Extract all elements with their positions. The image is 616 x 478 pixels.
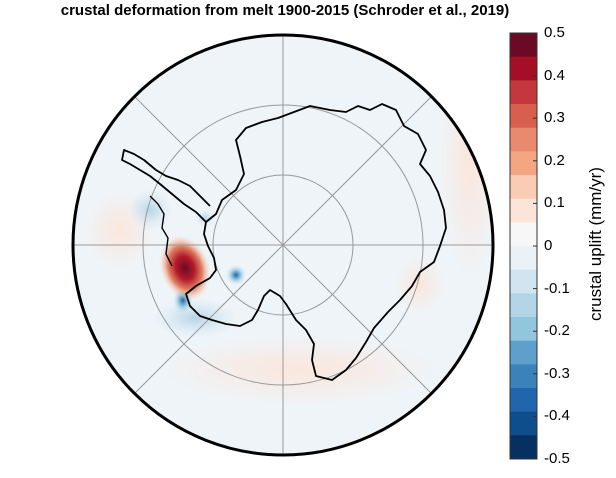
colorbar-segment [510, 246, 537, 271]
subsidence-ase-wide [153, 298, 237, 338]
colorbar-tick-label: 0.1 [544, 194, 565, 212]
antarctica-coastline [185, 103, 447, 381]
colorbar-tick-label: -0.1 [544, 279, 570, 297]
faint-uplift-ross-sea [160, 335, 440, 405]
subsidence-filchner [195, 210, 215, 226]
colorbar-segment [510, 33, 537, 58]
subsidence-interior [226, 265, 246, 285]
map-border [71, 33, 495, 457]
colorbar-segment [510, 175, 537, 200]
colorbar-segment [510, 80, 537, 105]
colorbar-tick-label: 0.3 [544, 109, 565, 127]
colorbar-tick-label: 0.2 [544, 151, 565, 169]
colorbar-tick-label: -0.2 [544, 322, 570, 340]
colorbar-tick-label: 0.5 [544, 24, 565, 41]
colorbar-segment [510, 388, 537, 413]
coastline-inlet [149, 195, 173, 267]
map-title: crustal deformation from melt 1900-2015 … [60, 2, 510, 19]
colorbar-segment [510, 127, 537, 152]
colorbar-label: crustal uplift (mm/yr) [586, 167, 605, 321]
colorbar [509, 32, 538, 460]
faint-uplift-wilkes [395, 255, 445, 315]
colorbar-tick-label: 0.4 [544, 66, 565, 84]
colorbar-segment [510, 222, 537, 247]
colorbar-tick-label: -0.3 [544, 364, 570, 382]
colorbar-segment [510, 56, 537, 81]
antarctic-peninsula [121, 149, 211, 223]
colorbar-tick-label: -0.5 [544, 450, 570, 467]
colorbar-segment [510, 340, 537, 365]
colorbar-tick-label: 0 [544, 237, 553, 254]
colorbar-segment [510, 198, 537, 223]
colorbar-tick-label: -0.4 [544, 407, 570, 425]
colorbar-segment [510, 293, 537, 318]
colorbar-segment [510, 151, 537, 176]
graticule [73, 35, 493, 455]
colorbar-segment [510, 269, 537, 294]
colorbar-segment [510, 104, 537, 129]
colorbar-segment [510, 317, 537, 342]
colorbar-segment [510, 364, 537, 389]
colorbar-segment [510, 411, 537, 436]
faint-uplift-east [440, 40, 493, 280]
colorbar-segment [510, 435, 537, 460]
subsidence-peninsula [128, 190, 172, 230]
